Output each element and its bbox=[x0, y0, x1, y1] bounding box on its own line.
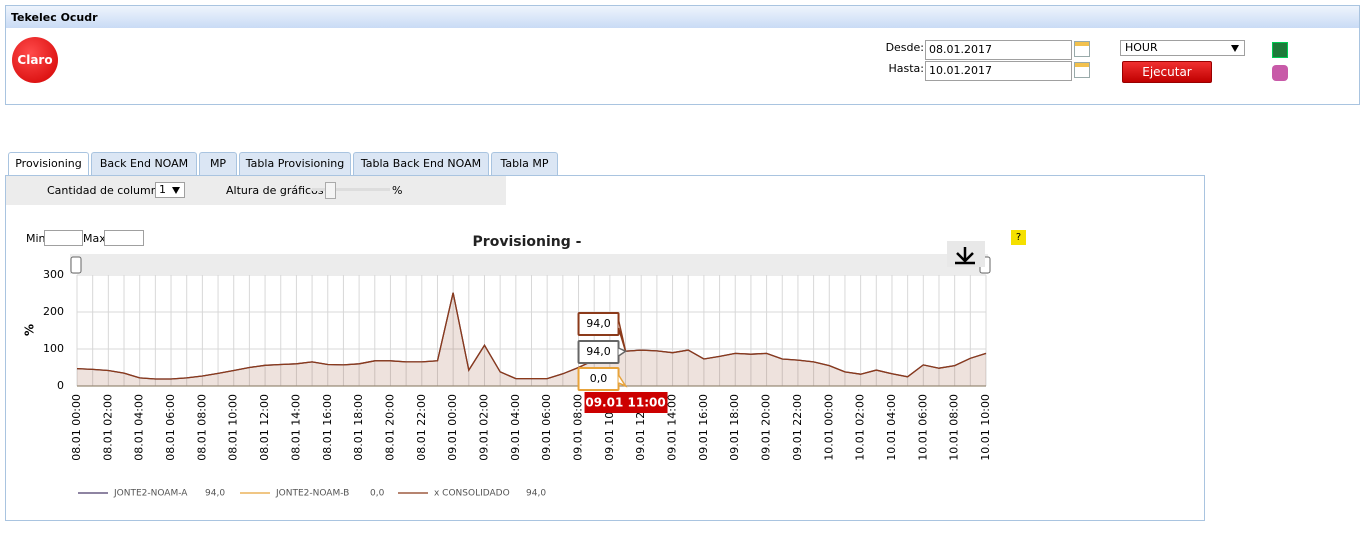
x-tick-label: 08.01 02:00 bbox=[101, 394, 114, 461]
min-label: Min bbox=[26, 232, 46, 245]
controls-bar bbox=[6, 176, 506, 205]
tab[interactable]: Tabla MP bbox=[491, 152, 558, 175]
min-input[interactable] bbox=[44, 230, 83, 246]
legend-value: 0,0 bbox=[370, 489, 385, 499]
legend-value: 94,0 bbox=[526, 489, 546, 499]
x-tick-label: 08.01 06:00 bbox=[164, 394, 177, 461]
hasta-input[interactable]: 10.01.2017 bbox=[925, 61, 1072, 81]
help-button[interactable]: ? bbox=[1011, 230, 1026, 245]
tooltip-box: 94,0 bbox=[577, 312, 627, 352]
tooltip-pointer bbox=[617, 319, 627, 352]
x-tick-label: 08.01 14:00 bbox=[289, 394, 302, 461]
x-tick-label: 09.01 22:00 bbox=[791, 394, 804, 461]
tooltip-value: 94,0 bbox=[586, 345, 611, 358]
calendar-icon[interactable] bbox=[1074, 62, 1090, 78]
x-tick-label: 10.01 10:00 bbox=[979, 394, 992, 461]
x-tick-label: 09.01 02:00 bbox=[477, 394, 490, 461]
tooltip-x-box bbox=[584, 392, 668, 413]
tab[interactable]: Tabla Back End NOAM bbox=[353, 152, 489, 175]
tab[interactable]: Tabla Provisioning bbox=[239, 152, 351, 175]
x-tick-label: 09.01 18:00 bbox=[728, 394, 741, 461]
navigator-handle[interactable] bbox=[70, 256, 82, 274]
columns-select[interactable]: 1 bbox=[155, 182, 185, 198]
x-tick-label: 08.01 16:00 bbox=[321, 394, 334, 461]
columns-label: Cantidad de columnas bbox=[47, 184, 171, 197]
x-tick-label: 08.01 20:00 bbox=[383, 394, 396, 461]
navigator-bar bbox=[70, 254, 988, 274]
tab[interactable]: Back End NOAM bbox=[91, 152, 197, 175]
slider-track bbox=[312, 188, 390, 191]
legend-label: x CONSOLIDADO bbox=[434, 489, 510, 499]
max-input[interactable] bbox=[104, 230, 144, 246]
y-tick-label: 0 bbox=[57, 379, 64, 392]
area-fill bbox=[77, 292, 986, 386]
x-tick-label: 08.01 22:00 bbox=[415, 394, 428, 461]
tooltip-box: 94,0 bbox=[577, 340, 628, 364]
chart-title: Provisioning - bbox=[473, 234, 582, 250]
legend-label: JONTE2-NOAM-B bbox=[275, 489, 349, 499]
tooltip-pointer bbox=[618, 347, 628, 357]
x-tick-label: 09.01 14:00 bbox=[666, 394, 679, 461]
columns-value: 1 bbox=[159, 183, 166, 196]
tab[interactable]: Provisioning bbox=[8, 152, 89, 176]
x-tick-label: 10.01 06:00 bbox=[916, 394, 929, 461]
header-panel: Tekelec Ocudr bbox=[5, 5, 1360, 105]
series-line bbox=[76, 292, 987, 380]
y-tick-label: 100 bbox=[43, 342, 64, 355]
content-panel bbox=[5, 175, 1205, 521]
desde-label: Desde: bbox=[885, 41, 924, 54]
desde-input[interactable]: 08.01.2017 bbox=[925, 40, 1072, 60]
x-tick-label: 08.01 18:00 bbox=[352, 394, 365, 461]
tooltip-pointer bbox=[617, 374, 628, 388]
x-tick-label: 08.01 10:00 bbox=[227, 394, 240, 461]
interval-value: HOUR bbox=[1125, 41, 1158, 54]
tooltip-value: 0,0 bbox=[590, 372, 608, 385]
x-tick-label: 08.01 12:00 bbox=[258, 394, 271, 461]
header-title: Tekelec Ocudr bbox=[6, 6, 1359, 28]
tooltip-value: 94,0 bbox=[586, 317, 611, 330]
x-tick-label: 09.01 04:00 bbox=[509, 394, 522, 461]
y-tick-label: 200 bbox=[43, 305, 64, 318]
slider-handle[interactable] bbox=[325, 182, 336, 199]
x-tick-label: 09.01 20:00 bbox=[760, 394, 773, 461]
legend-value: 94,0 bbox=[205, 489, 225, 499]
y-tick-label: 300 bbox=[43, 268, 64, 281]
max-label: Max bbox=[83, 232, 106, 245]
select-arrow bbox=[172, 187, 180, 194]
interval-select[interactable]: HOUR bbox=[1120, 40, 1245, 56]
tab[interactable]: MP bbox=[199, 152, 237, 175]
select-arrow bbox=[1231, 45, 1239, 52]
x-tick-label: 09.01 06:00 bbox=[540, 394, 553, 461]
x-tick-label: 08.01 04:00 bbox=[133, 394, 146, 461]
height-unit: % bbox=[392, 184, 403, 197]
logo: Claro bbox=[12, 37, 58, 83]
x-tick-label: 10.01 00:00 bbox=[822, 394, 835, 461]
tooltip-box: 0,0 bbox=[577, 367, 628, 391]
excel-icon[interactable] bbox=[1272, 42, 1288, 58]
ejecutar-button[interactable]: Ejecutar bbox=[1122, 61, 1212, 83]
x-tick-label: 09.01 16:00 bbox=[697, 394, 710, 461]
export-icon[interactable] bbox=[1272, 65, 1288, 81]
x-tick-label: 08.01 08:00 bbox=[195, 394, 208, 461]
download-icon bbox=[955, 247, 975, 265]
hasta-label: Hasta: bbox=[888, 62, 924, 75]
calendar-icon[interactable] bbox=[1074, 41, 1090, 57]
legend-label: JONTE2-NOAM-A bbox=[113, 489, 188, 499]
x-tick-label: 10.01 08:00 bbox=[948, 394, 961, 461]
x-tick-label: 08.01 00:00 bbox=[70, 394, 83, 461]
y-axis-label: % bbox=[23, 324, 37, 336]
x-tick-label: 09.01 08:00 bbox=[572, 394, 585, 461]
tooltip-x-label: 09.01 11:00 bbox=[585, 396, 665, 410]
height-label: Altura de gráficos bbox=[226, 184, 324, 197]
x-tick-label: 10.01 02:00 bbox=[854, 394, 867, 461]
x-tick-label: 10.01 04:00 bbox=[885, 394, 898, 461]
x-tick-label: 09.01 00:00 bbox=[446, 394, 459, 461]
